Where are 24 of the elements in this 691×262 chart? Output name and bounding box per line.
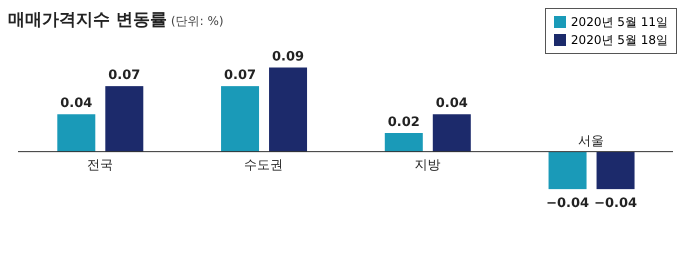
bar [57,114,96,152]
bar [105,86,144,152]
legend-label: 2020년 5월 11일 [570,14,668,31]
bar [548,152,587,190]
data-label: 0.07 [108,68,140,84]
x-tick-label: 전국 [86,156,114,174]
x-tick-label: 지방 [413,156,442,174]
x-tick-label: 수도권 [243,156,284,174]
data-label: 0.09 [272,49,304,64]
legend-label: 2020년 5월 18일 [570,32,668,49]
data-label: 0.04 [60,96,92,112]
bar [596,152,635,190]
bar [221,86,260,152]
x-tick-label: 서울 [577,132,606,150]
chart-subtitle: (단위: %) [170,14,224,28]
data-label: −0.04 [546,196,590,212]
bar [384,132,423,152]
data-label: 0.02 [388,114,420,130]
data-label: −0.04 [594,196,638,212]
chart-title: 매매가격지수 변동률 [8,10,167,30]
data-label: 0.04 [436,96,468,112]
bar [432,114,471,152]
bar [269,67,308,152]
data-label: 0.07 [224,68,256,84]
